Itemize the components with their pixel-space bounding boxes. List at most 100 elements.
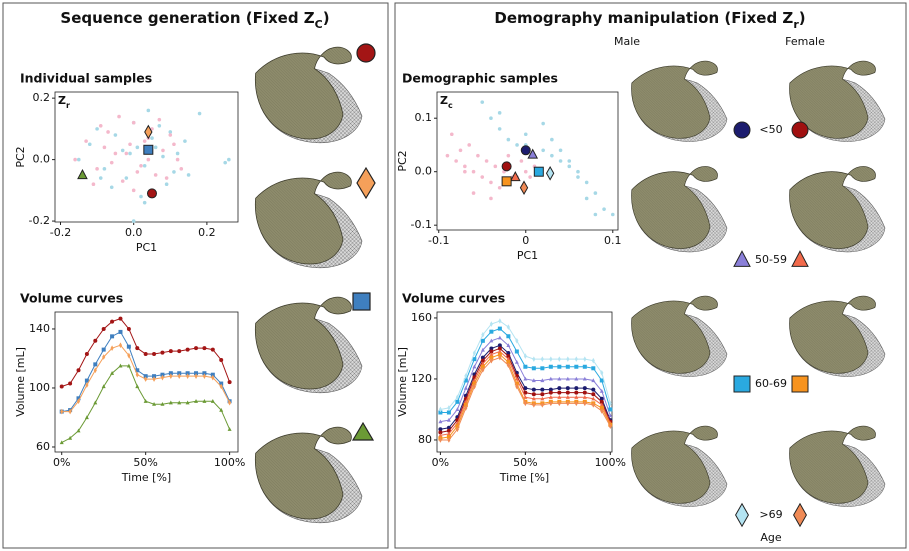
marker	[147, 109, 151, 113]
marker	[172, 142, 176, 146]
marker	[158, 124, 162, 128]
marker	[557, 365, 561, 369]
y-tick-label: -0.1	[411, 218, 432, 231]
heart-mesh	[255, 47, 362, 143]
legend-marker	[734, 376, 750, 392]
legend-marker	[792, 122, 808, 138]
title-text: Demography manipulation (Fixed Z	[494, 9, 793, 27]
x-axis-label: Time [%]	[499, 471, 549, 484]
corner-label-subscript: c	[448, 101, 453, 110]
marker	[524, 170, 528, 174]
marker	[528, 175, 532, 179]
legend-label: >69	[759, 508, 782, 521]
x-tick-label: 0%	[53, 456, 70, 469]
chart-title: Volume curves	[20, 291, 123, 306]
marker	[183, 139, 187, 143]
y-tick-label: 0.0	[415, 165, 433, 178]
y-tick-label: 160	[411, 311, 432, 324]
marker	[498, 327, 502, 331]
marker	[566, 365, 570, 369]
sample-icon	[357, 168, 375, 198]
x-tick-label: 0.2	[198, 226, 216, 239]
y-tick-label: 0.1	[415, 111, 433, 124]
x-tick-label: -0.2	[50, 226, 71, 239]
column-label: Female	[785, 35, 825, 48]
marker	[576, 175, 580, 179]
marker	[559, 149, 563, 153]
marker	[507, 154, 511, 158]
x-tick-label: 0	[522, 234, 529, 247]
x-tick-label: 50%	[133, 456, 157, 469]
x-tick-label: 50%	[513, 456, 537, 469]
marker	[549, 391, 553, 395]
y-axis-label: PC2	[396, 150, 409, 171]
x-tick-label: 0.1	[604, 234, 622, 247]
corner-label-text: Z	[58, 94, 66, 107]
heart-mesh	[255, 427, 362, 523]
y-tick-label: 140	[29, 322, 50, 335]
marker	[523, 365, 527, 369]
marker	[591, 388, 595, 392]
marker	[228, 380, 232, 384]
marker	[128, 142, 132, 146]
marker	[481, 339, 485, 343]
marker	[121, 179, 125, 183]
marker	[550, 138, 554, 142]
marker	[165, 176, 169, 180]
marker	[60, 384, 64, 388]
marker	[567, 165, 571, 169]
plot-frame	[55, 312, 238, 452]
marker	[143, 139, 147, 143]
marker	[611, 213, 615, 217]
marker	[489, 116, 493, 120]
marker	[110, 320, 114, 324]
marker	[92, 182, 96, 186]
marker	[540, 366, 544, 370]
y-tick-label: 100	[29, 381, 50, 394]
y-tick-label: -0.2	[29, 214, 50, 227]
marker	[524, 132, 528, 136]
marker	[506, 334, 510, 338]
marker	[459, 149, 463, 153]
marker	[110, 185, 114, 189]
marker	[450, 132, 454, 136]
marker	[127, 327, 131, 331]
marker	[594, 191, 598, 195]
marker	[540, 392, 544, 396]
marker	[143, 201, 147, 205]
marker	[102, 327, 106, 331]
marker	[489, 197, 493, 201]
legend-marker	[734, 122, 750, 138]
marker	[550, 154, 554, 158]
marker	[608, 407, 612, 411]
marker	[507, 138, 511, 142]
marker	[154, 146, 158, 150]
marker	[198, 112, 202, 116]
marker	[454, 159, 458, 163]
marker	[472, 170, 476, 174]
marker	[583, 365, 587, 369]
marker	[172, 170, 176, 174]
marker	[132, 189, 136, 193]
heart-mesh	[632, 61, 727, 141]
marker	[502, 177, 511, 186]
marker	[502, 162, 511, 171]
corner-label-text: Z	[440, 94, 448, 107]
marker	[143, 164, 147, 168]
marker	[161, 155, 165, 159]
figure: Sequence generation (Fixed ZC) Demograph…	[0, 0, 909, 551]
marker	[154, 173, 158, 177]
marker	[125, 176, 129, 180]
marker	[77, 158, 81, 162]
marker	[541, 122, 545, 126]
title-text: Sequence generation (Fixed Z	[60, 9, 314, 27]
marker	[455, 400, 459, 404]
marker	[95, 167, 99, 171]
marker	[476, 154, 480, 158]
chart-title: Volume curves	[402, 291, 505, 306]
marker	[93, 339, 97, 343]
marker	[139, 164, 143, 168]
y-tick-label: 80	[418, 433, 432, 446]
plot-frame	[437, 92, 618, 230]
marker	[103, 167, 107, 171]
